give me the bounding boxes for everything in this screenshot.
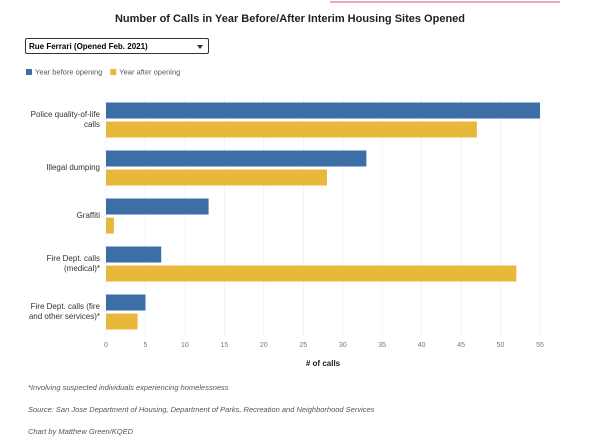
bar xyxy=(106,121,477,138)
x-tick-label: 0 xyxy=(104,342,108,349)
bar xyxy=(106,169,327,186)
y-tick-label: Fire Dept. calls (medical)* xyxy=(46,254,100,273)
bar xyxy=(106,313,138,330)
x-tick-label: 20 xyxy=(260,342,268,349)
y-tick-label: Police quality-of-life calls xyxy=(30,110,100,129)
legend-label: Year before opening xyxy=(35,67,102,76)
y-tick-label: Graffiti xyxy=(76,211,100,220)
bar xyxy=(106,102,540,119)
footnote: Source: San Jose Department of Housing, … xyxy=(28,405,375,414)
x-tick-label: 50 xyxy=(497,342,505,349)
bar xyxy=(106,150,367,167)
x-tick-label: 15 xyxy=(220,342,228,349)
x-tick-label: 45 xyxy=(457,342,465,349)
x-tick-label: 30 xyxy=(339,342,347,349)
legend-swatch xyxy=(26,69,32,75)
x-tick-label: 5 xyxy=(144,342,148,349)
y-tick-label: Illegal dumping xyxy=(46,163,100,172)
x-tick-label: 25 xyxy=(299,342,307,349)
y-tick-label: Fire Dept. calls (fire and other service… xyxy=(28,302,100,321)
x-tick-label: 35 xyxy=(378,342,386,349)
bar xyxy=(106,265,517,282)
x-tick-label: 55 xyxy=(536,342,544,349)
x-tick-label: 40 xyxy=(418,342,426,349)
footnote: Chart by Matthew Green/KQED xyxy=(28,427,134,436)
x-tick-label: 10 xyxy=(181,342,189,349)
bar xyxy=(106,217,114,234)
legend-label: Year after opening xyxy=(119,67,180,76)
bar xyxy=(106,198,209,215)
site-dropdown[interactable]: Rue Ferrari (Opened Feb. 2021) xyxy=(25,38,209,54)
footnote: *Involving suspected individuals experie… xyxy=(28,383,229,392)
bar xyxy=(106,246,162,263)
x-axis-label: # of calls xyxy=(306,359,341,368)
bar xyxy=(106,294,146,311)
legend-swatch xyxy=(110,69,117,75)
chart-title: Number of Calls in Year Before/After Int… xyxy=(115,13,465,25)
